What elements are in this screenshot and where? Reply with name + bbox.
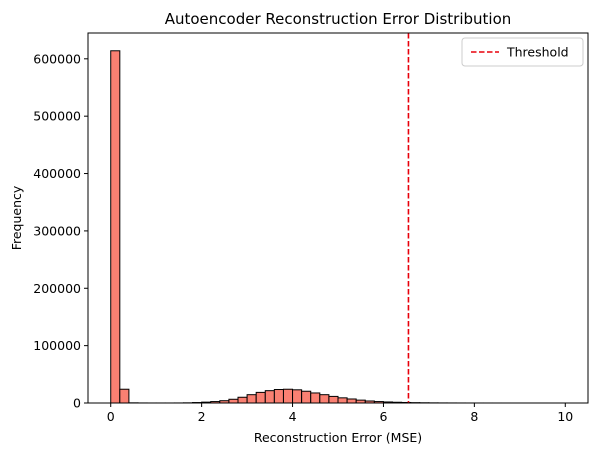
- y-axis-ticks: 0 100000 200000 300000 400000 500000 600000: [33, 51, 88, 411]
- histogram-bar: [319, 394, 330, 404]
- legend: Threshold: [461, 37, 584, 67]
- x-tick-label: 2: [198, 409, 206, 424]
- histogram-bar: [110, 50, 121, 404]
- histogram-bar: [264, 390, 275, 404]
- histogram-bar: [237, 396, 248, 404]
- histogram-bar: [301, 390, 312, 404]
- histogram-bar: [292, 389, 303, 404]
- histogram-bar: [273, 389, 284, 404]
- histogram-bar: [246, 394, 257, 404]
- histogram-bar: [228, 398, 239, 404]
- histogram-bar: [328, 395, 339, 404]
- x-tick-label: 0: [107, 409, 115, 424]
- x-tick-label: 4: [289, 409, 297, 424]
- y-tick-label: 600000: [33, 51, 81, 66]
- y-tick-label: 100000: [33, 338, 81, 353]
- histogram-bar: [119, 388, 130, 404]
- y-tick-label: 0: [73, 396, 81, 411]
- x-axis-title: Reconstruction Error (MSE): [254, 430, 422, 445]
- y-tick-label: 300000: [33, 223, 81, 238]
- legend-box: [461, 37, 584, 67]
- x-tick-label: 8: [470, 409, 478, 424]
- y-axis-title: Frequency: [9, 185, 24, 250]
- histogram-bar: [310, 392, 321, 404]
- bars-group: [110, 50, 566, 404]
- x-tick-label: 10: [557, 409, 573, 424]
- plot-frame: [87, 32, 589, 404]
- chart-title: Autoencoder Reconstruction Error Distrib…: [165, 10, 512, 28]
- histogram-bar: [346, 398, 357, 404]
- histogram-bar: [337, 397, 348, 404]
- y-tick-label: 400000: [33, 166, 81, 181]
- y-tick-label: 200000: [33, 281, 81, 296]
- histogram-bar: [255, 391, 266, 404]
- histogram-bar: [282, 388, 294, 404]
- x-axis-ticks: 0 2 4 6 8 10: [107, 403, 573, 424]
- x-tick-label: 6: [379, 409, 387, 424]
- legend-threshold-label: Threshold: [506, 45, 569, 60]
- y-tick-label: 500000: [33, 109, 81, 124]
